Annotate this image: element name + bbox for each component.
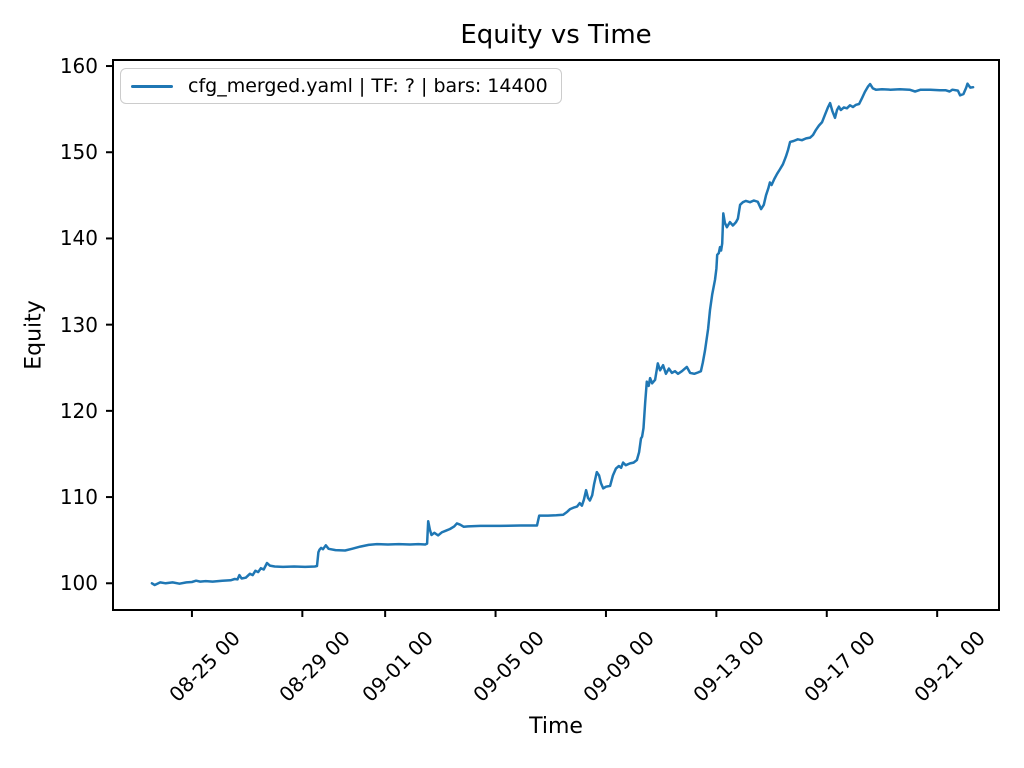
y-tick-label: 140 bbox=[59, 226, 98, 251]
chart-title: Equity vs Time bbox=[460, 20, 652, 50]
y-tick-label: 110 bbox=[59, 485, 98, 510]
y-tick-label: 130 bbox=[59, 312, 98, 337]
axes-frame bbox=[112, 59, 1000, 611]
equity-line bbox=[150, 82, 975, 587]
legend-label: cfg_merged.yaml | TF: ? | bars: 14400 bbox=[188, 75, 548, 97]
y-tick-label: 160 bbox=[59, 54, 98, 79]
y-tick-label: 100 bbox=[59, 571, 98, 596]
y-tick-label: 120 bbox=[59, 398, 98, 423]
legend-line-icon bbox=[131, 84, 173, 88]
legend: cfg_merged.yaml | TF: ? | bars: 14400 bbox=[120, 68, 562, 104]
y-tick-label: 150 bbox=[59, 140, 98, 165]
x-axis-label: Time bbox=[529, 714, 583, 739]
